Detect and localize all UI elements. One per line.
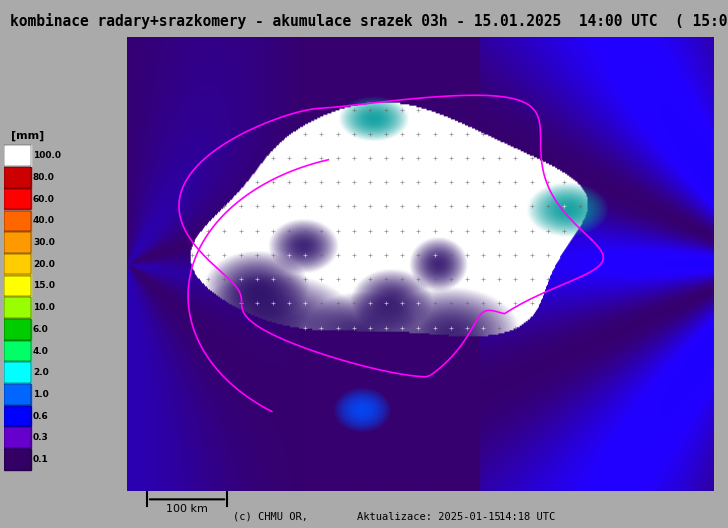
Bar bbox=[4, 406, 31, 426]
Bar bbox=[4, 341, 31, 361]
Text: [mm]: [mm] bbox=[11, 130, 44, 141]
Text: 80.0: 80.0 bbox=[33, 173, 55, 182]
Text: 100 km: 100 km bbox=[166, 504, 208, 514]
Bar bbox=[4, 427, 31, 448]
Bar bbox=[4, 167, 31, 188]
Text: 40.0: 40.0 bbox=[33, 216, 55, 225]
Text: 4.0: 4.0 bbox=[33, 346, 49, 355]
Text: 100.0: 100.0 bbox=[33, 152, 61, 161]
Bar bbox=[4, 189, 31, 210]
Bar bbox=[4, 167, 31, 188]
Bar bbox=[4, 189, 31, 210]
Bar bbox=[4, 254, 31, 275]
Text: 15.0: 15.0 bbox=[33, 281, 55, 290]
Text: 14:18 UTC: 14:18 UTC bbox=[499, 512, 555, 522]
Bar bbox=[4, 384, 31, 404]
Bar bbox=[4, 232, 31, 253]
Bar bbox=[4, 297, 31, 318]
Text: 0.6: 0.6 bbox=[33, 411, 49, 421]
Bar bbox=[4, 145, 31, 166]
Bar bbox=[4, 362, 31, 383]
Bar bbox=[4, 319, 31, 340]
Text: 1.0: 1.0 bbox=[33, 390, 49, 399]
Text: 0.1: 0.1 bbox=[33, 455, 49, 464]
Bar bbox=[4, 211, 31, 231]
Text: (c) CHMU OR,: (c) CHMU OR, bbox=[233, 512, 308, 522]
Bar bbox=[4, 384, 31, 404]
Text: 60.0: 60.0 bbox=[33, 195, 55, 204]
Text: 30.0: 30.0 bbox=[33, 238, 55, 247]
Bar bbox=[4, 449, 31, 469]
Bar bbox=[4, 211, 31, 231]
Bar bbox=[4, 276, 31, 296]
Bar bbox=[4, 427, 31, 448]
Text: 6.0: 6.0 bbox=[33, 325, 49, 334]
Bar bbox=[4, 341, 31, 361]
Bar bbox=[4, 254, 31, 275]
Bar bbox=[4, 406, 31, 426]
Bar bbox=[4, 276, 31, 296]
Bar bbox=[4, 362, 31, 383]
Bar bbox=[4, 232, 31, 253]
Bar bbox=[4, 297, 31, 318]
Text: CZRAD - kombinace radary+srazkomery - akumulace srazek 03h - 15.01.2025  14:00 U: CZRAD - kombinace radary+srazkomery - ak… bbox=[0, 13, 728, 29]
Text: 2.0: 2.0 bbox=[33, 368, 49, 377]
Text: Aktualizace: 2025-01-15: Aktualizace: 2025-01-15 bbox=[357, 512, 500, 522]
Text: 20.0: 20.0 bbox=[33, 260, 55, 269]
Bar bbox=[4, 319, 31, 340]
Bar bbox=[4, 449, 31, 469]
Text: 10.0: 10.0 bbox=[33, 303, 55, 312]
Bar bbox=[4, 145, 31, 166]
Text: 0.3: 0.3 bbox=[33, 433, 49, 442]
